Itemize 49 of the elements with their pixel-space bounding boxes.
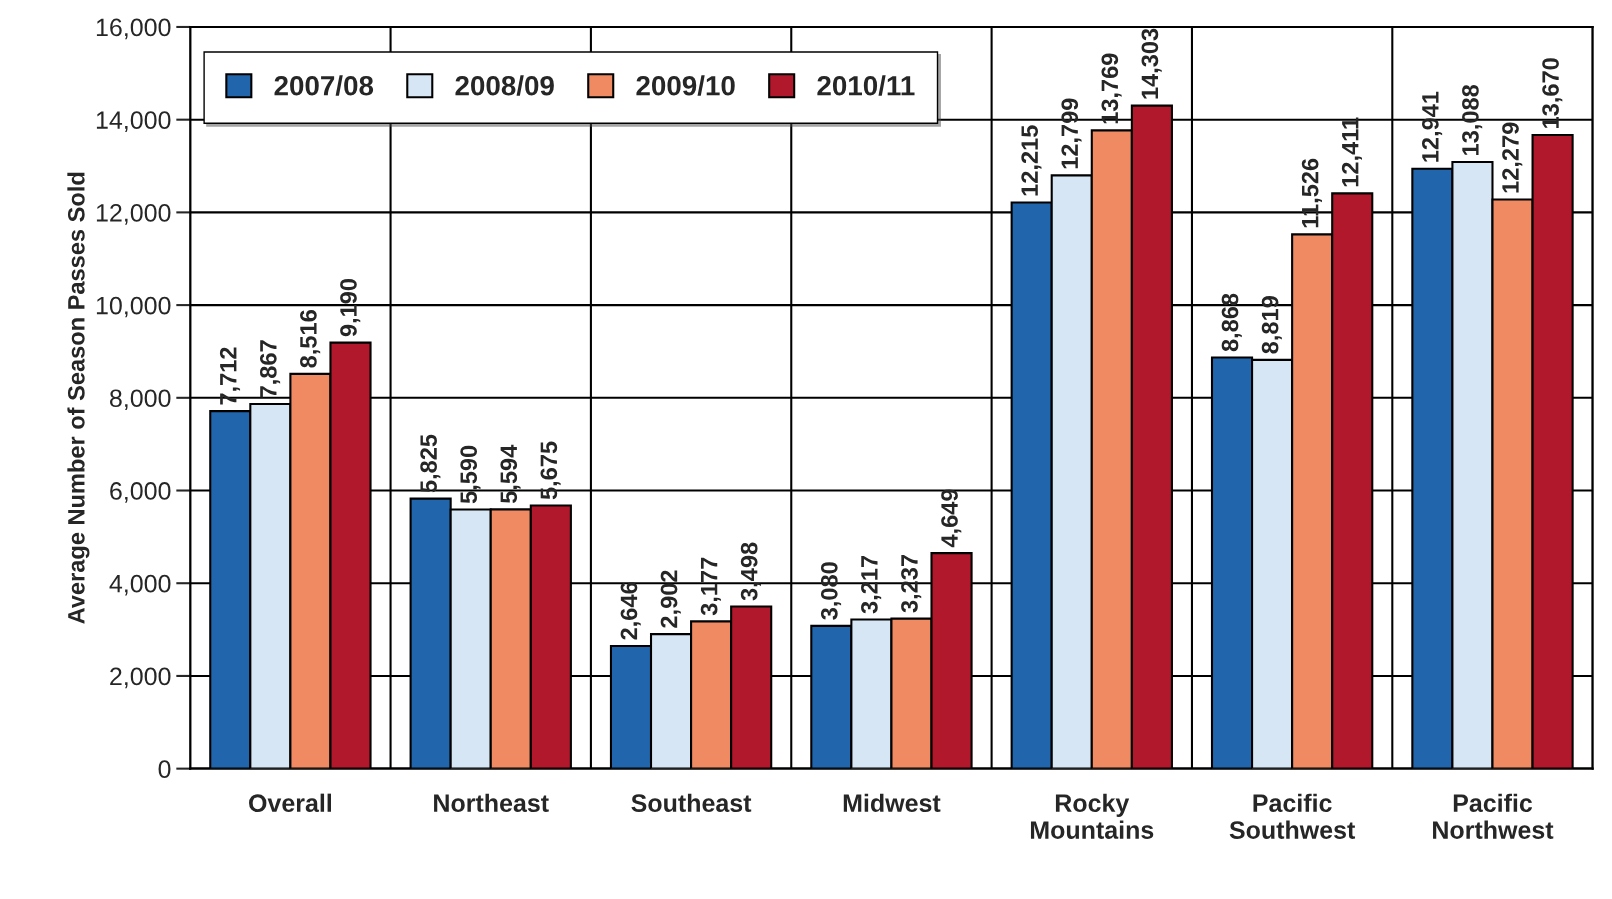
data-label: 3,080	[820, 562, 842, 620]
data-label: 8,819	[1261, 296, 1282, 354]
data-label: 8,868	[1221, 293, 1242, 352]
data-label: 5,590	[460, 445, 481, 504]
data-label: 3,498	[740, 542, 761, 601]
y-tick-label: 0	[158, 760, 171, 778]
legend-label: 2008/09	[455, 75, 554, 96]
legend-label: 2007/08	[274, 75, 374, 96]
data-label: 2,646	[620, 582, 641, 640]
x-tick-label: Pacific Northwest	[1433, 793, 1554, 839]
data-label: 5,825	[420, 434, 441, 493]
data-label: 3,177	[700, 557, 721, 616]
data-label: 2,902	[660, 570, 681, 628]
data-label: 7,712	[219, 347, 241, 405]
x-tick-label: Pacific Southwest	[1229, 793, 1356, 839]
data-label: 7,867	[259, 340, 281, 398]
data-label: 12,279	[1502, 122, 1523, 193]
y-tick-label: 6,000	[110, 482, 171, 503]
legend-label: 2009/10	[636, 75, 735, 96]
data-label: 8,516	[300, 310, 321, 368]
x-tick-label: Midwest	[843, 793, 941, 813]
data-label: 3,237	[901, 554, 922, 613]
data-label: 9,190	[340, 278, 361, 337]
legend-label: 2010/11	[817, 75, 915, 96]
x-tick-label: Rocky Mountains	[1030, 793, 1154, 839]
y-tick-label: 16,000	[96, 18, 171, 40]
x-tick-label: Northeast	[434, 793, 549, 813]
y-tick-label: 14,000	[96, 111, 171, 132]
x-tick-label: Southeast	[631, 793, 752, 813]
data-label: 5,594	[500, 444, 521, 504]
data-label: 13,670	[1542, 58, 1563, 128]
data-label: 13,088	[1462, 84, 1483, 155]
y-axis-title: Average Number of Season Passes Sold	[67, 172, 90, 624]
data-label: 14,303	[1141, 28, 1162, 99]
y-tick-label: 2,000	[110, 667, 171, 689]
data-label: 3,217	[861, 555, 882, 614]
data-label: 5,675	[540, 441, 561, 500]
data-label: 12,411	[1341, 117, 1362, 187]
data-label: 12,941	[1422, 91, 1443, 162]
data-label: 4,649	[941, 489, 962, 548]
x-tick-label: Overall	[249, 793, 332, 813]
y-tick-label: 8,000	[110, 389, 171, 411]
y-tick-label: 4,000	[109, 574, 171, 596]
y-tick-label: 12,000	[96, 203, 171, 225]
data-label: 11,526	[1301, 158, 1322, 228]
data-label: 12,215	[1021, 125, 1042, 196]
y-tick-label: 10,000	[96, 296, 171, 318]
data-label: 13,769	[1101, 53, 1122, 124]
data-label: 12,799	[1061, 98, 1082, 169]
